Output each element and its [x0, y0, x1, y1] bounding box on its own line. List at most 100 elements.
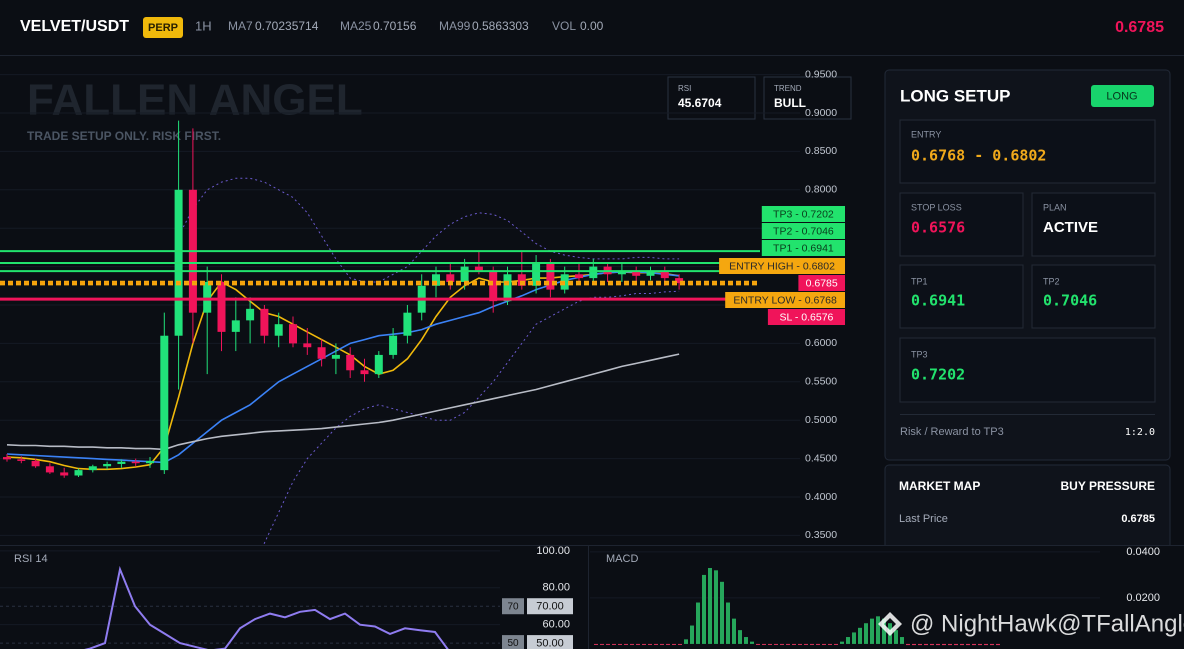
level-tag — [798, 275, 845, 291]
interval[interactable]: 1H — [195, 18, 212, 33]
macd-bar — [672, 643, 676, 645]
macd-bar — [726, 602, 730, 644]
candle-body — [289, 324, 297, 344]
candle-body — [203, 281, 212, 313]
tp-value: 0.7046 — [1043, 292, 1097, 310]
stat-label: TREND — [774, 84, 802, 93]
macd-bar — [612, 643, 616, 645]
macd-bar — [984, 643, 988, 646]
macd-bar — [666, 643, 670, 645]
symbol[interactable]: VELVET/USDT — [20, 18, 129, 35]
candle-body — [103, 463, 112, 467]
candle-body — [532, 262, 541, 286]
candle-body — [517, 274, 526, 286]
overlay-subtitle: TRADE SETUP ONLY. RISK FIRST. — [27, 129, 221, 143]
macd-bar — [894, 630, 898, 644]
candle-body — [432, 274, 440, 286]
candle-body — [217, 281, 226, 332]
macd-bar — [648, 643, 652, 645]
candle-body — [60, 472, 69, 476]
macd-bar — [786, 643, 790, 645]
level-label: ENTRY HIGH - 0.6802 — [729, 260, 835, 272]
candle-body — [17, 459, 26, 461]
y-tick-label: 0.4000 — [805, 491, 837, 503]
candle-body — [274, 324, 283, 336]
macd-bar — [654, 643, 658, 645]
candle-body — [460, 266, 469, 282]
market-map-title: MARKET MAP — [899, 479, 980, 493]
candle-body — [303, 343, 312, 348]
candle-body — [546, 262, 555, 290]
macd-bar — [972, 643, 976, 646]
tp-card — [1031, 264, 1156, 329]
candle-body — [403, 312, 412, 336]
candle-body — [317, 347, 326, 359]
plan-label: PLAN — [1043, 202, 1067, 212]
candle-body — [374, 354, 383, 375]
macd-bar — [792, 643, 796, 645]
y-tick-label: 80.00 — [542, 582, 570, 594]
badge-bg — [143, 17, 183, 38]
level-label: 50.00 — [536, 638, 564, 649]
macd-bar — [996, 643, 1000, 646]
candle-body — [617, 270, 626, 275]
macd-bar — [876, 616, 880, 644]
tp-value: 0.7202 — [911, 366, 965, 384]
candle-body — [360, 370, 369, 375]
setup-badge-bg — [1091, 85, 1154, 107]
level-box — [502, 598, 524, 615]
candle-body — [88, 466, 97, 471]
candle-body — [246, 308, 255, 321]
band — [263, 290, 680, 545]
volume-value: 0.00 — [580, 19, 604, 33]
candle-body — [675, 278, 684, 284]
macd-bar — [864, 623, 868, 644]
setup-badge: LONG — [1106, 90, 1137, 102]
level-label: 70.00 — [536, 601, 564, 613]
overlay-title: FALLEN ANGEL — [27, 76, 363, 125]
volume-name: VOL — [552, 19, 576, 33]
macd-bar — [678, 643, 682, 645]
macd-bar — [600, 643, 604, 645]
macd-bar — [738, 630, 742, 644]
macd-bar — [702, 574, 706, 644]
setup-title: LONG SETUP — [900, 86, 1011, 105]
candle-body — [474, 266, 483, 271]
level-label: TP1 - 0.6941 — [773, 242, 834, 254]
candle-body — [146, 460, 154, 464]
macd-bar — [990, 643, 994, 646]
level-label: 0.6785 — [806, 277, 838, 289]
macd-bar — [900, 637, 904, 644]
macd-bar — [696, 602, 700, 644]
row-label: Last Price — [899, 513, 948, 525]
macd-bar — [618, 643, 622, 645]
macd-bar — [918, 643, 922, 646]
header-price: 0.6785 — [1115, 19, 1164, 36]
candle-body — [589, 266, 598, 279]
ma-name: MA99 — [439, 19, 471, 33]
candle-body — [231, 320, 240, 332]
macd-bar — [720, 581, 724, 644]
macd-bar — [822, 643, 826, 645]
macd-bar — [606, 643, 610, 645]
macd-bar — [948, 643, 952, 646]
level-value: 70 — [507, 601, 519, 612]
macd-bar — [846, 637, 850, 644]
candle-body — [632, 270, 641, 276]
macd-bar — [834, 643, 838, 645]
panel-title: RSI 14 — [14, 553, 48, 565]
macd-bar — [762, 643, 766, 645]
candle-body — [575, 274, 583, 279]
level-label: ENTRY LOW - 0.6768 — [733, 294, 837, 306]
y-tick-label: 0.9000 — [805, 107, 837, 119]
tp-label: TP2 — [1043, 276, 1060, 286]
sl-value: 0.6576 — [911, 219, 965, 237]
macd-bar — [690, 625, 694, 644]
market-map-status: BUY PRESSURE — [1061, 479, 1155, 493]
candle-body — [446, 274, 455, 282]
macd-bar — [978, 643, 982, 646]
watermark-logo — [878, 612, 902, 636]
level-box — [502, 635, 524, 649]
macd-bar — [684, 639, 688, 644]
